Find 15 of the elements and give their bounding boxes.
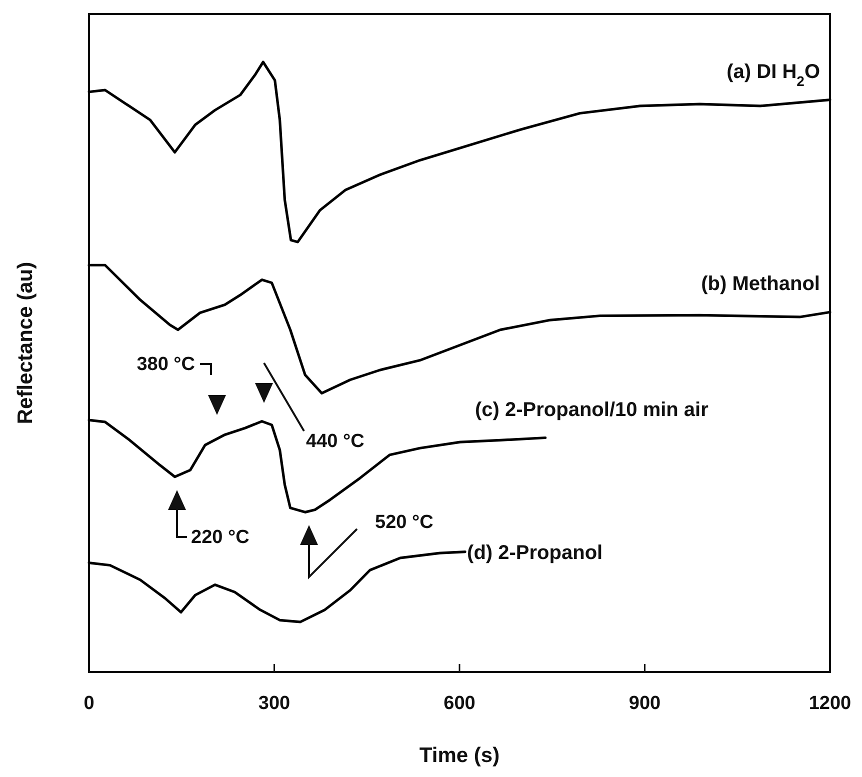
x-tick-label: 600	[444, 693, 476, 714]
x-axis-title: Time (s)	[419, 744, 500, 767]
annotation: 440 °C	[306, 431, 365, 452]
y-axis-title: Reflectance (au)	[14, 262, 37, 424]
annotation: 380 °C	[136, 354, 196, 375]
annotation: 520 °C	[375, 512, 434, 533]
annotation: 220 °C	[191, 527, 250, 548]
x-tick-label: 900	[628, 693, 661, 714]
x-tick-label: 1200	[808, 693, 852, 714]
x-tick-label: 300	[258, 693, 290, 714]
series-label: (d) 2-Propanol	[467, 542, 603, 564]
series-label: (b) Methanol	[701, 273, 820, 296]
series-label: (a) DI H$_{2}$O	[726, 60, 820, 89]
series-label: (c) 2-Propanol/10 min air	[475, 398, 709, 421]
x-tick-label: 0	[84, 693, 94, 714]
